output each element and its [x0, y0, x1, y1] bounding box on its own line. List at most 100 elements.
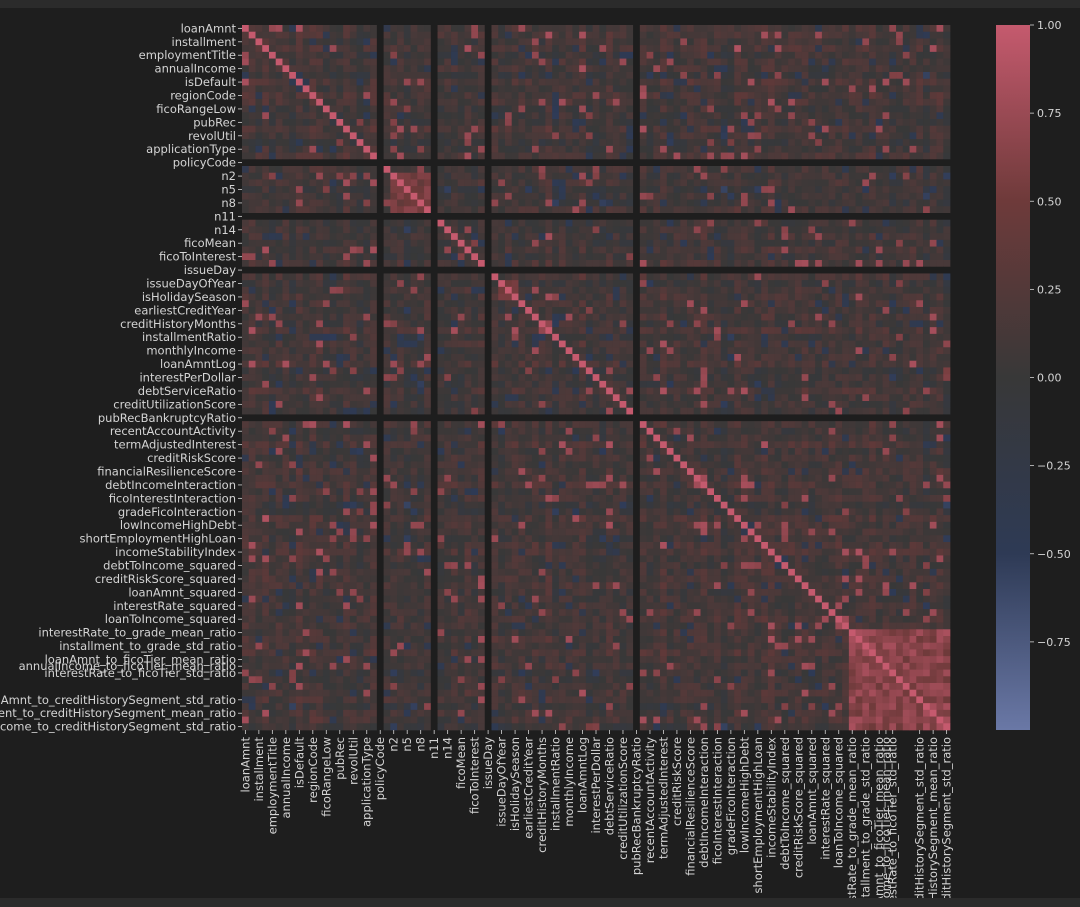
heatmap-cell	[478, 132, 486, 140]
heatmap-cell	[835, 246, 843, 254]
heatmap-cell	[478, 105, 486, 113]
heatmap-cell	[356, 58, 364, 66]
heatmap-cell	[936, 152, 944, 160]
heatmap-cell	[929, 72, 937, 80]
heatmap-cell	[356, 145, 364, 153]
heatmap-cell	[376, 260, 384, 268]
heatmap-cell	[727, 98, 735, 106]
heatmap-cell	[282, 72, 290, 80]
heatmap-cell	[761, 206, 769, 214]
heatmap-cell	[734, 78, 742, 86]
heatmap-cell	[363, 266, 371, 274]
heatmap-cell	[471, 179, 479, 187]
heatmap-cell	[774, 85, 782, 93]
heatmap-cell	[464, 98, 472, 106]
heatmap-cell	[498, 320, 506, 328]
heatmap-cell	[626, 159, 634, 167]
heatmap-cell	[525, 31, 533, 39]
heatmap-cell	[896, 233, 904, 241]
heatmap-cell	[599, 112, 607, 120]
heatmap-cell	[653, 239, 661, 247]
heatmap-cell	[599, 327, 607, 335]
heatmap-cell	[828, 65, 836, 73]
heatmap-cell	[349, 139, 357, 147]
heatmap-cell	[902, 31, 910, 39]
heatmap-cell	[376, 333, 384, 341]
heatmap-cell	[835, 119, 843, 127]
heatmap-cell	[545, 159, 553, 167]
heatmap-cell	[754, 159, 762, 167]
heatmap-cell	[430, 192, 438, 200]
heatmap-cell	[774, 266, 782, 274]
heatmap-cell	[747, 132, 755, 140]
heatmap-cell	[403, 327, 411, 335]
heatmap-cell	[626, 105, 634, 113]
heatmap-cell	[336, 25, 344, 33]
heatmap-cell	[376, 300, 384, 308]
heatmap-cell	[343, 105, 351, 113]
heatmap-cell	[727, 72, 735, 80]
heatmap-cell	[653, 172, 661, 180]
heatmap-cell	[794, 327, 802, 335]
heatmap-cell	[511, 213, 519, 221]
heatmap-cell	[491, 78, 499, 86]
heatmap-cell	[882, 206, 890, 214]
heatmap-cell	[403, 307, 411, 315]
heatmap-cell	[747, 266, 755, 274]
heatmap-cell	[794, 313, 802, 321]
heatmap-cell	[565, 293, 573, 301]
heatmap-cell	[639, 206, 647, 214]
heatmap-cell	[248, 31, 256, 39]
heatmap-cell	[855, 246, 863, 254]
heatmap-cell	[747, 92, 755, 100]
heatmap-cell	[437, 206, 445, 214]
heatmap-cell	[484, 293, 492, 301]
heatmap-cell	[707, 293, 715, 301]
heatmap-cell	[457, 333, 465, 341]
heatmap-cell	[397, 293, 405, 301]
heatmap-cell	[646, 327, 654, 335]
heatmap-cell	[478, 273, 486, 281]
heatmap-cell	[451, 159, 459, 167]
heatmap-cell	[794, 266, 802, 274]
heatmap-cell	[767, 105, 776, 113]
heatmap-cell	[869, 293, 877, 301]
heatmap-cell	[424, 25, 432, 33]
heatmap-cell	[612, 213, 620, 221]
heatmap-cell	[390, 51, 398, 59]
heatmap-cell	[848, 166, 856, 174]
heatmap-cell	[471, 233, 479, 241]
heatmap-cell	[740, 320, 749, 328]
heatmap-cell	[720, 246, 728, 254]
heatmap-cell	[916, 246, 924, 254]
heatmap-cell	[457, 219, 465, 227]
heatmap-cell	[821, 213, 829, 221]
heatmap-cell	[451, 327, 459, 335]
heatmap-cell	[794, 186, 802, 194]
heatmap-cell	[545, 273, 553, 281]
heatmap-cell	[424, 105, 432, 113]
heatmap-cell	[727, 300, 735, 308]
heatmap-cell	[936, 320, 944, 328]
heatmap-cell	[848, 239, 856, 247]
heatmap-cell	[896, 51, 904, 59]
heatmap-cell	[842, 179, 850, 187]
heatmap-cell	[430, 226, 438, 234]
heatmap-cell	[740, 206, 749, 214]
heatmap-cell	[808, 260, 816, 268]
heatmap-cell	[943, 239, 951, 247]
heatmap-cell	[794, 65, 802, 73]
heatmap-cell	[929, 327, 937, 335]
heatmap-cell	[902, 65, 910, 73]
heatmap-cell	[612, 119, 620, 127]
heatmap-cell	[902, 179, 910, 187]
heatmap-cell	[673, 92, 681, 100]
heatmap-cell	[869, 219, 877, 227]
heatmap-cell	[666, 152, 674, 160]
heatmap-cell	[511, 119, 519, 127]
heatmap-cell	[343, 199, 351, 207]
heatmap-cell	[902, 112, 910, 120]
heatmap-cell	[370, 199, 378, 207]
heatmap-cell	[518, 273, 526, 281]
heatmap-cell	[545, 280, 553, 288]
